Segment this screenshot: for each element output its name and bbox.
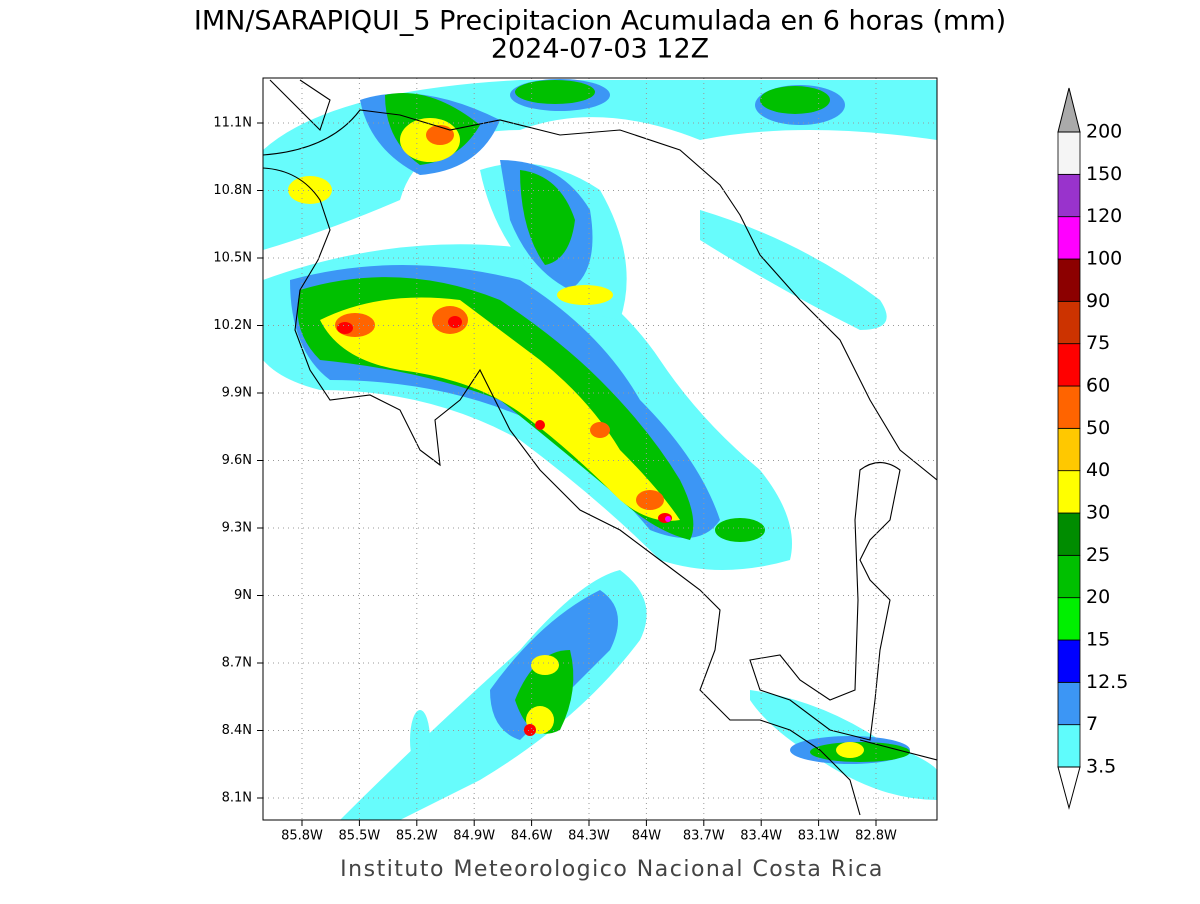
lon-label: 83.1W <box>798 829 840 844</box>
colorbar-label: 90 <box>1086 290 1110 312</box>
colorbar-label: 7 <box>1086 713 1098 735</box>
colorbar-swatch <box>1057 512 1081 556</box>
colorbar-swatch <box>1057 131 1081 175</box>
lat-label: 9.6N <box>222 453 252 468</box>
colorbar-over <box>1057 87 1081 133</box>
colorbar-label: 120 <box>1086 205 1122 227</box>
colorbar-label: 30 <box>1086 502 1110 524</box>
colorbar-label: 75 <box>1086 332 1110 354</box>
title-line-1: IMN/SARAPIQUI_5 Precipitacion Acumulada … <box>194 6 1006 37</box>
lon-label: 85.2W <box>396 829 438 844</box>
lon-label: 83.4W <box>740 829 782 844</box>
lon-label: 82.8W <box>855 829 897 844</box>
colorbar-label: 25 <box>1086 544 1110 566</box>
lat-label: 9.3N <box>222 521 252 536</box>
graticule: 11.1N 10.8N 10.5N 10.2N 9.9N 9.6N 9.3N 9N 8.7N 8.… <box>213 78 937 844</box>
colorbar-label: 100 <box>1086 248 1122 270</box>
colorbar: 3.5 7 12.5 15 20 25 30 40 50 60 75 90 100 120 150 200 <box>1057 87 1128 810</box>
precip-field <box>263 79 937 820</box>
lat-label: 8.4N <box>222 723 252 738</box>
footer: Instituto Meteorologico Nacional Costa R… <box>340 857 884 882</box>
colorbar-label: 50 <box>1086 417 1110 439</box>
lat-label: 9.9N <box>222 386 252 401</box>
lat-label: 10.2N <box>213 318 252 333</box>
lon-label: 84W <box>632 829 662 844</box>
lon-label: 85.5W <box>338 829 380 844</box>
lat-label: 8.1N <box>222 791 252 806</box>
lon-label: 84.9W <box>453 829 495 844</box>
colorbar-label: 20 <box>1086 586 1110 608</box>
colorbar-swatch <box>1057 216 1081 260</box>
colorbar-swatch <box>1057 427 1081 472</box>
title-line-2: 2024-07-03 12Z <box>491 34 709 65</box>
map-frame <box>262 77 938 821</box>
colorbar-swatch <box>1057 343 1081 387</box>
colorbar-swatch <box>1057 258 1081 302</box>
lat-label: 9N <box>234 588 252 603</box>
colorbar-swatch <box>1057 681 1081 726</box>
colorbar-label: 12.5 <box>1086 671 1128 693</box>
colorbar-swatch <box>1057 470 1081 514</box>
colorbar-label: 40 <box>1086 459 1110 481</box>
colorbar-swatch <box>1057 597 1081 641</box>
colorbar-swatch <box>1057 300 1081 345</box>
colorbar-swatch <box>1057 173 1081 218</box>
colorbar-swatch <box>1057 639 1081 683</box>
lat-label: 10.8N <box>213 183 252 198</box>
lat-label: 11.1N <box>213 116 252 131</box>
lat-label: 8.7N <box>222 656 252 671</box>
lon-label: 83.7W <box>683 829 725 844</box>
lon-label: 84.3W <box>568 829 610 844</box>
lon-label: 84.6W <box>511 829 553 844</box>
colorbar-under <box>1057 766 1081 810</box>
colorbar-label: 150 <box>1086 163 1122 185</box>
colorbar-label: 200 <box>1086 121 1122 143</box>
colorbar-swatch <box>1057 554 1081 599</box>
colorbar-label: 3.5 <box>1086 756 1116 778</box>
lat-label: 10.5N <box>213 251 252 266</box>
lon-label: 85.8W <box>281 829 323 844</box>
colorbar-swatch <box>1057 724 1081 768</box>
colorbar-swatch <box>1057 385 1081 429</box>
colorbar-label: 60 <box>1086 375 1110 397</box>
colorbar-label: 15 <box>1086 629 1110 651</box>
